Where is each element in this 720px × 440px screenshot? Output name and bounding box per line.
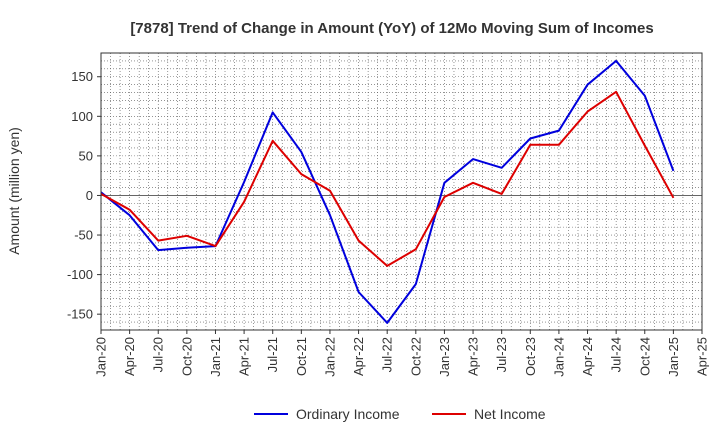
x-tick-label: Jul-22 — [380, 337, 395, 372]
x-tick-label: Jul-21 — [265, 337, 280, 372]
y-tick-label: -100 — [67, 267, 93, 282]
x-tick-label: Oct-20 — [179, 337, 194, 376]
x-tick-label: Jul-20 — [151, 337, 166, 372]
y-tick-label: 150 — [71, 69, 93, 84]
x-tick-label: Jul-24 — [609, 337, 624, 372]
y-tick-label: 50 — [79, 148, 93, 163]
legend-label: Net Income — [474, 406, 546, 422]
legend: Ordinary Income Net Income — [254, 406, 546, 422]
x-tick-label: Jul-23 — [494, 337, 509, 372]
grid — [101, 52, 702, 331]
x-tick-label: Jan-20 — [94, 337, 109, 377]
x-tick-label: Jan-25 — [666, 337, 681, 377]
y-axis-ticks: -150 -100 -50 0 50 100 150 — [67, 69, 101, 322]
chart-title: [7878] Trend of Change in Amount (YoY) o… — [130, 20, 653, 37]
series-layer — [100, 59, 675, 324]
x-axis-ticks: Jan-20 Apr-20 Jul-20 Oct-20 Jan-21 Apr-21 Jul-… — [94, 330, 710, 377]
plot-frame — [100, 52, 703, 331]
y-tick-label: 0 — [86, 188, 93, 203]
x-tick-label: Oct-24 — [637, 337, 652, 376]
y-tick-label: -50 — [74, 228, 93, 243]
x-tick-label: Apr-20 — [122, 337, 137, 376]
x-tick-label: Apr-21 — [237, 337, 252, 376]
x-tick-label: Jan-22 — [322, 337, 337, 377]
x-tick-label: Apr-25 — [695, 337, 710, 376]
y-tick-label: -150 — [67, 307, 93, 322]
x-tick-label: Jan-23 — [437, 337, 452, 377]
y-axis-label: Amount (million yen) — [6, 127, 22, 255]
legend-label: Ordinary Income — [296, 406, 400, 422]
x-tick-label: Apr-23 — [466, 337, 481, 376]
x-tick-label: Jan-24 — [551, 337, 566, 377]
x-tick-label: Oct-21 — [294, 337, 309, 376]
x-tick-label: Apr-22 — [351, 337, 366, 376]
x-tick-label: Jan-21 — [208, 337, 223, 377]
series-line-net-income — [100, 90, 675, 267]
x-tick-label: Oct-23 — [523, 337, 538, 376]
y-tick-label: 100 — [71, 109, 93, 124]
x-tick-label: Apr-24 — [580, 337, 595, 376]
series-line-ordinary-income — [100, 59, 675, 324]
x-tick-label: Oct-22 — [408, 337, 423, 376]
